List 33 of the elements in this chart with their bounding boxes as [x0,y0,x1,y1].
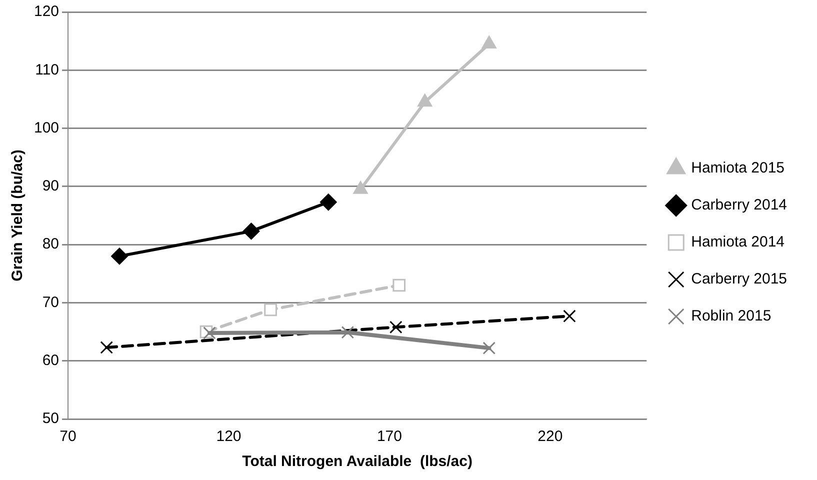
y-tick-label: 80 [42,236,60,253]
point [320,194,337,211]
x-tick-label: 220 [538,428,563,446]
point [100,341,114,354]
point [389,320,402,334]
point [203,326,216,340]
point [110,248,128,265]
y-tick-label: 90 [42,178,60,195]
legend-label: Hamiota 2015 [691,160,785,177]
x-tick-label: 70 [60,428,76,446]
point [264,303,277,316]
point [563,310,576,322]
point [417,94,432,107]
x-axis-title: Total Nitrogen Available (lbs/ac) [242,453,472,470]
point [482,342,496,354]
point [482,35,497,48]
legend-label: Carberry 2015 [691,270,788,288]
x-tick-label: 170 [376,428,402,446]
y-tick-label: 50 [42,410,60,428]
point [392,278,406,292]
y-tick-label: 120 [34,3,60,20]
y-tick-label: 110 [35,61,60,78]
point [242,222,260,240]
legend-label: Roblin 2015 [691,308,772,325]
point [341,326,354,339]
y-axis-title: Grain Yield (bu/ac) [9,150,26,282]
legend-label: Hamiota 2014 [691,234,785,251]
point [353,180,368,194]
y-tick-label: 60 [42,352,60,369]
y-tick-label: 70 [42,294,60,311]
legend-label: Carberry 2014 [691,196,788,214]
y-tick-label: 100 [34,119,60,136]
x-tick-label: 120 [216,428,242,446]
